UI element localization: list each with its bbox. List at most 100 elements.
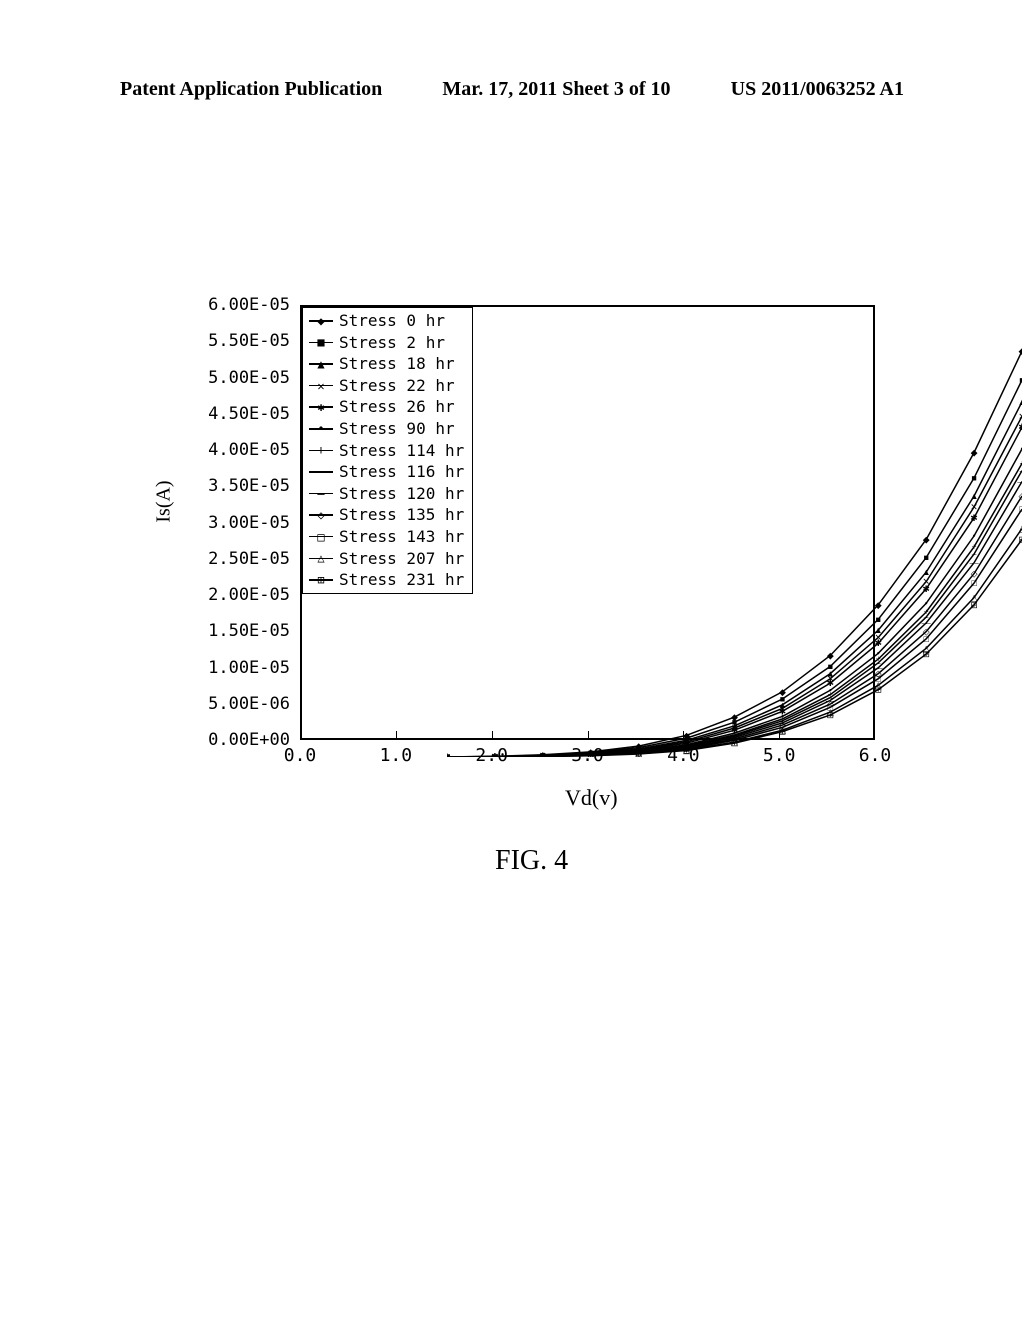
series-marker: ✱	[635, 745, 643, 755]
series-marker: □	[1019, 504, 1022, 514]
series-marker: ◇	[923, 627, 930, 637]
series-marker: ✕	[827, 674, 835, 684]
series-marker: ✕	[874, 632, 882, 642]
series-marker: ⊞	[874, 685, 882, 695]
legend-marker-icon: △	[307, 558, 335, 560]
series-marker: △	[635, 749, 642, 757]
legend-item: –Stress 116 hr	[307, 461, 464, 483]
series-marker: ✱	[827, 678, 835, 688]
x-tick-label: 5.0	[763, 745, 796, 766]
series-marker: ✕	[635, 745, 643, 755]
series-marker: □	[828, 702, 834, 712]
series-marker: •	[925, 598, 928, 608]
series-marker: ◇	[731, 734, 738, 744]
x-tick-label: 3.0	[571, 745, 604, 766]
legend-marker-icon: □	[307, 536, 335, 538]
y-tick-label: 3.50E-05	[190, 476, 290, 496]
series-marker: ■	[684, 733, 689, 743]
legend-label: Stress 114 hr	[339, 440, 464, 462]
y-tick-label: 1.00E-05	[190, 658, 290, 678]
series-marker: —	[537, 751, 548, 757]
series-line	[447, 449, 1022, 757]
x-tick	[588, 731, 589, 740]
x-tick	[683, 731, 684, 740]
series-marker: ◇	[539, 751, 546, 757]
series-marker: ◆	[779, 687, 786, 697]
x-tick-label: 6.0	[859, 745, 892, 766]
series-marker: ⊞	[635, 749, 643, 757]
legend-marker-icon: ✕	[307, 385, 335, 387]
series-marker: ■	[447, 752, 450, 757]
series-marker: ✕	[539, 751, 547, 757]
legend-label: Stress 90 hr	[339, 418, 455, 440]
series-marker: ✱	[779, 706, 787, 716]
series-marker: ■	[636, 743, 641, 753]
legend-marker-icon: ■	[307, 342, 335, 344]
series-marker: +	[732, 730, 737, 740]
chart-legend: ◆Stress 0 hr ■ Stress 2 hr▲Stress 18 hr ✕ St…	[302, 307, 473, 594]
series-marker: ◆	[447, 752, 451, 757]
series-marker: ◆	[1019, 346, 1022, 356]
legend-marker-icon: +	[307, 450, 335, 452]
series-marker: ◇	[447, 752, 451, 757]
series-marker: +	[636, 747, 641, 757]
series-marker: ⊞	[1018, 535, 1022, 545]
series-marker: ■	[1019, 375, 1022, 385]
legend-item: △Stress 207 hr	[307, 548, 464, 570]
series-marker: □	[636, 748, 642, 757]
series-line	[447, 380, 1022, 757]
series-line	[447, 402, 1022, 757]
series-marker: △	[447, 752, 451, 757]
series-marker: ✱	[1018, 422, 1022, 432]
series-marker: ◇	[1019, 491, 1022, 501]
series-marker: ✱	[922, 584, 930, 594]
series-marker: —	[873, 663, 884, 673]
chart-curves: ◆◆◆◆◆◆◆◆◆◆◆◆◆■■■■■■■■■■■■■▲▲▲▲▲▲▲▲▲▲▲▲▲✕…	[447, 322, 1022, 757]
series-marker: ◆	[635, 741, 642, 751]
series-marker: ◆	[539, 750, 546, 757]
y-tick-label: 3.00E-05	[190, 513, 290, 533]
series-marker: □	[923, 634, 929, 644]
series-marker: ⊞	[922, 649, 930, 659]
legend-label: Stress 2 hr	[339, 332, 445, 354]
series-marker: ◆	[875, 600, 882, 610]
legend-item: —Stress 120 hr	[307, 483, 464, 505]
series-marker: ✕	[731, 723, 739, 733]
legend-label: Stress 116 hr	[339, 461, 464, 483]
series-line	[447, 540, 1022, 758]
y-tick-label: 5.00E-05	[190, 368, 290, 388]
legend-marker-icon: ◆	[307, 320, 335, 322]
series-marker: +	[972, 542, 977, 552]
y-tick-label: 5.00E-06	[190, 694, 290, 714]
series-line	[447, 509, 1022, 757]
legend-label: Stress 22 hr	[339, 375, 455, 397]
x-tick	[396, 731, 397, 740]
page-header: Patent Application Publication Mar. 17, …	[0, 78, 1024, 101]
series-marker: ⊞	[447, 752, 451, 757]
legend-item: ◆Stress 0 hr	[307, 310, 464, 332]
series-marker: □	[876, 674, 882, 684]
series-marker: —	[447, 752, 453, 757]
series-line	[447, 416, 1022, 757]
legend-item: ▲Stress 18 hr	[307, 353, 464, 375]
legend-item: ⊞Stress 231 hr	[307, 569, 464, 591]
series-marker: +	[447, 752, 450, 757]
series-marker: ⊞	[827, 710, 835, 720]
series-marker: △	[1019, 524, 1022, 534]
series-marker: ✱	[447, 752, 451, 757]
series-marker: ■	[876, 614, 881, 624]
series-marker: □	[540, 751, 546, 757]
y-tick-label: 4.50E-05	[190, 404, 290, 424]
legend-marker-icon: ✱	[307, 406, 335, 408]
figure-caption: FIG. 4	[495, 845, 568, 877]
series-marker: —	[921, 618, 932, 628]
legend-label: Stress 231 hr	[339, 569, 464, 591]
series-marker: □	[732, 735, 738, 745]
legend-marker-icon: •	[307, 428, 335, 430]
series-marker: □	[447, 752, 450, 757]
header-right: US 2011/0063252 A1	[731, 78, 904, 101]
series-line	[447, 482, 1022, 758]
series-marker: •	[541, 751, 544, 757]
series-marker: ▲	[447, 752, 451, 757]
x-tick-label: 2.0	[475, 745, 508, 766]
